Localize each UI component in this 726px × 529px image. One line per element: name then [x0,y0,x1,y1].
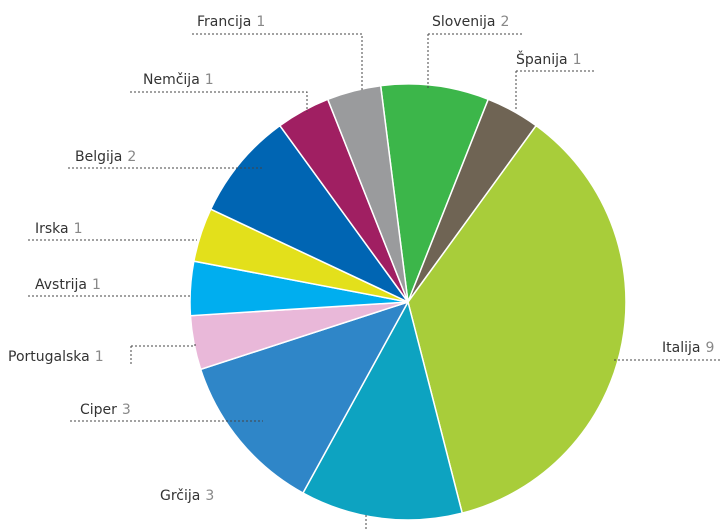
slice-label: Portugalska 1 [8,349,104,365]
slice-label: Belgija 2 [75,149,136,165]
label-name: Italija [662,340,700,356]
label-value: 3 [122,402,131,418]
label-value: 1 [95,349,104,365]
pie-slice [301,299,464,521]
leader-line [427,33,523,88]
label-name: Ciper [80,402,117,418]
slice-label: Italija 9 [662,340,714,356]
label-name: Grčija [160,488,200,504]
label-name: Francija [197,14,251,30]
slice-label: Ciper 3 [80,402,131,418]
slice-label: Irska 1 [35,221,83,237]
leader-line [515,70,594,110]
pie-slice [407,124,627,515]
pie-slice [379,83,490,303]
label-value: 2 [500,14,509,30]
label-value: 1 [256,14,265,30]
pie-slice [326,84,409,303]
leader-line [130,343,196,366]
label-name: Slovenija [432,14,495,30]
label-value: 1 [205,72,214,88]
pie-slice [209,124,409,303]
label-name: Portugalska [8,349,90,365]
label-name: Irska [35,221,69,237]
slice-label: Španija 1 [516,50,582,68]
label-name: Nemčija [143,72,200,88]
leader-line [192,33,363,90]
label-name: Belgija [75,149,122,165]
label-value: 1 [74,221,83,237]
slice-label: Grčija 3 [160,488,214,504]
label-value: 1 [92,277,101,293]
slice-label: Slovenija 2 [432,14,509,30]
label-name: Španija [516,50,568,68]
pie-slice [199,300,410,495]
label-value: 9 [705,340,714,356]
slice-label: Avstrija 1 [35,277,101,293]
label-value: 1 [573,52,582,68]
slice-label: Francija 1 [197,14,265,30]
leader-line [130,91,308,112]
label-value: 3 [205,488,214,504]
slice-label: Nemčija 1 [143,72,214,88]
label-name: Avstrija [35,277,87,293]
label-value: 2 [127,149,136,165]
